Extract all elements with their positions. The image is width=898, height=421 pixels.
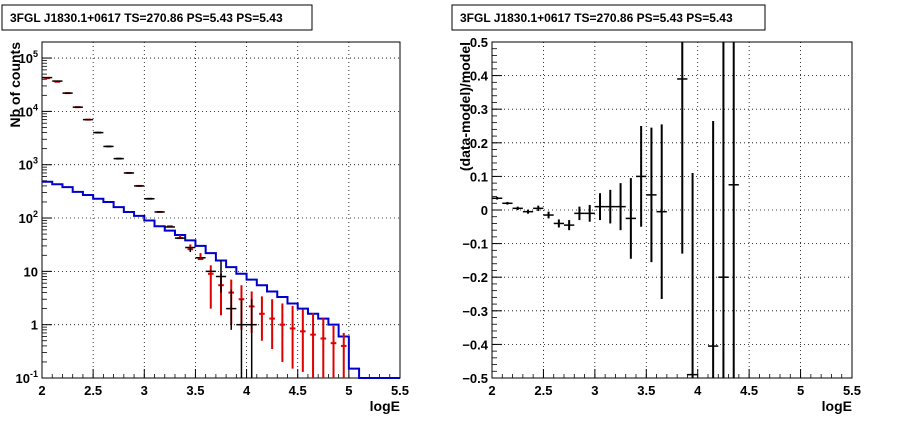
y-tick-label: 0.5 xyxy=(470,35,488,50)
x-tick-label: 2 xyxy=(38,383,45,398)
y-tick-label: 1 xyxy=(31,318,38,333)
y-tick-label: 0 xyxy=(481,203,488,218)
spectrum-panel: 3FGL J1830.1+0617 TS=270.86 PS=5.43 PS=5… xyxy=(1,4,409,414)
chart-title: 3FGL J1830.1+0617 TS=270.86 PS=5.43 PS=5… xyxy=(460,11,733,25)
y-axis-label: Nb of counts xyxy=(7,42,23,128)
x-tick-label: 4 xyxy=(243,383,251,398)
y-tick-label: 0.3 xyxy=(470,102,488,117)
y-tick-label: 104 xyxy=(19,102,38,119)
x-tick-label: 2 xyxy=(488,383,495,398)
chart-title: 3FGL J1830.1+0617 TS=270.86 PS=5.43 PS=5… xyxy=(10,11,283,25)
y-tick-label: 10 xyxy=(24,264,38,279)
component-model-histogram xyxy=(42,180,400,379)
x-tick-label: 5.5 xyxy=(391,383,409,398)
y-tick-label: −0.5 xyxy=(462,371,488,386)
x-tick-label: 5.5 xyxy=(843,383,861,398)
y-axis-label: (data-model)/model xyxy=(457,42,473,171)
y-tick-label: 0.4 xyxy=(470,69,489,84)
x-tick-label: 4.5 xyxy=(289,383,307,398)
x-axis-label: logE xyxy=(822,398,852,414)
x-tick-label: 3.5 xyxy=(186,383,204,398)
x-tick-label: 5 xyxy=(797,383,804,398)
x-tick-label: 3 xyxy=(141,383,148,398)
x-tick-label: 3.5 xyxy=(637,383,655,398)
x-tick-label: 4 xyxy=(694,383,702,398)
x-tick-label: 3 xyxy=(591,383,598,398)
plot-frame xyxy=(41,41,401,379)
y-tick-label: 103 xyxy=(19,156,38,173)
y-tick-label: −0.2 xyxy=(462,270,488,285)
y-tick-label: 105 xyxy=(19,49,38,66)
title-box xyxy=(1,4,313,31)
y-tick-label: 0.1 xyxy=(470,169,488,184)
x-axis-label: logE xyxy=(370,398,400,414)
y-tick-label: −0.4 xyxy=(462,337,488,352)
y-tick-label: 0.2 xyxy=(470,136,488,151)
y-tick-label: 10-1 xyxy=(16,369,38,386)
x-tick-label: 5 xyxy=(345,383,352,398)
residual-panel: 3FGL J1830.1+0617 TS=270.86 PS=5.43 PS=5… xyxy=(451,4,861,414)
x-tick-label: 2.5 xyxy=(84,383,102,398)
x-tick-label: 2.5 xyxy=(534,383,552,398)
y-tick-label: 102 xyxy=(19,209,38,226)
y-tick-label: −0.1 xyxy=(462,237,488,252)
x-tick-label: 4.5 xyxy=(740,383,758,398)
y-tick-label: −0.3 xyxy=(462,304,488,319)
title-box xyxy=(451,4,766,31)
